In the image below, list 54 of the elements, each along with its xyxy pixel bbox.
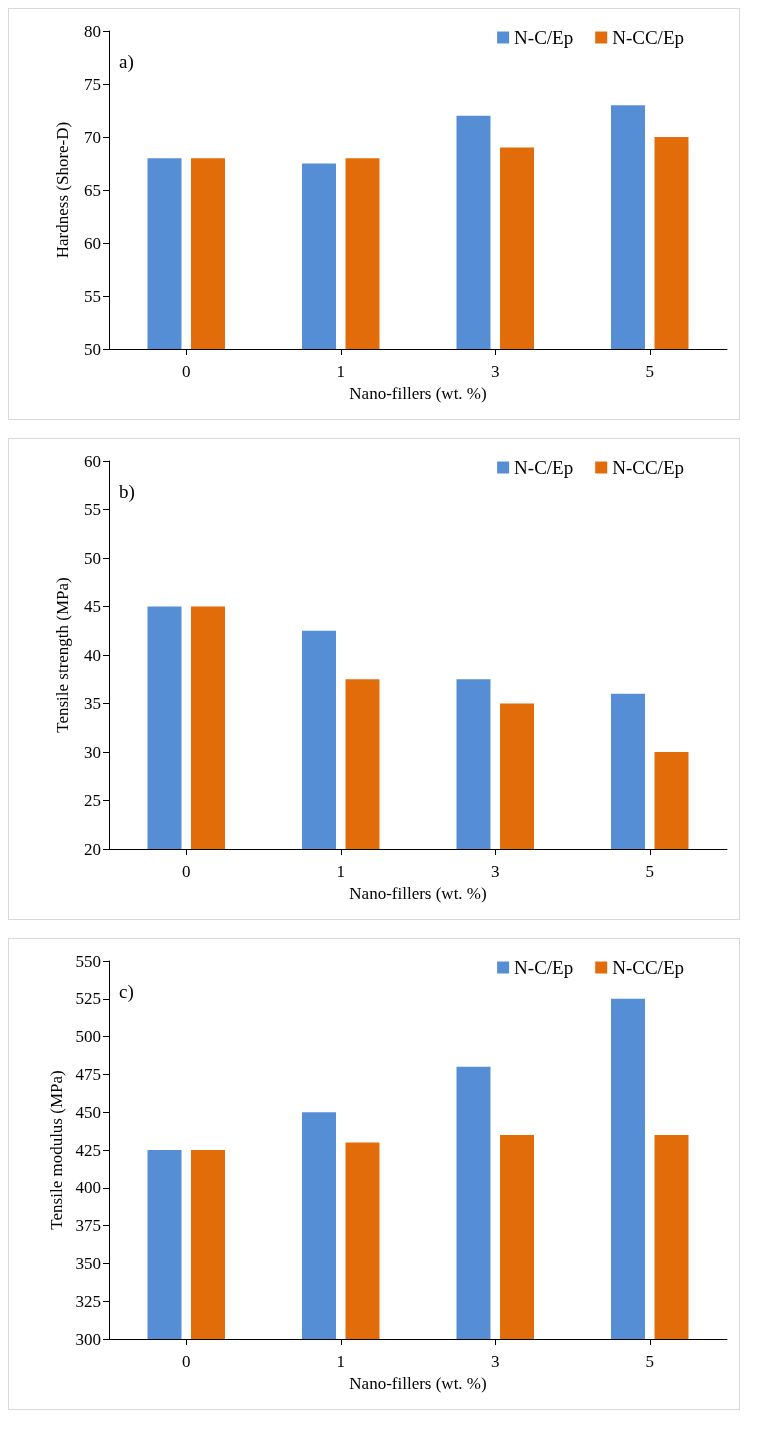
x-axis-title: Nano-fillers (wt. %)	[349, 1374, 487, 1393]
y-tick-label: 45	[84, 597, 101, 616]
y-tick-label: 55	[84, 286, 101, 306]
x-tick-label: 5	[645, 1352, 654, 1371]
x-tick-label: 1	[336, 362, 345, 381]
y-tick-label: 30	[84, 742, 101, 762]
y-axis-title: Tensile strength (MPa)	[53, 577, 72, 733]
text: c)	[119, 981, 134, 1003]
x-tick-label: 0	[182, 362, 191, 381]
x-tick-label: 3	[491, 862, 500, 881]
text: a)	[119, 51, 134, 73]
legend-label: N-CC/Ep	[612, 457, 684, 478]
x-tick-label: 1	[336, 1352, 345, 1371]
y-tick-label: 475	[75, 1064, 101, 1084]
y-tick-label: 80	[84, 21, 101, 41]
y-tick-label: 55	[84, 500, 101, 519]
y-tick-label: 50	[84, 548, 101, 568]
x-tick-label: 3	[491, 1352, 500, 1371]
y-tick-label: 25	[84, 791, 101, 810]
x-axis-title: Nano-fillers (wt. %)	[349, 384, 487, 403]
y-tick-label: 550	[75, 951, 101, 971]
x-tick-label: 0	[182, 1352, 191, 1371]
x-tick-label: 5	[645, 862, 654, 881]
y-tick-label: 350	[75, 1253, 101, 1273]
y-tick-label: 60	[84, 233, 101, 253]
y-tick-label: 20	[84, 839, 101, 859]
x-tick-label: 5	[645, 362, 654, 381]
y-tick-label: 500	[75, 1027, 101, 1047]
y-tick-label: 50	[84, 339, 101, 359]
y-tick-label: 300	[75, 1329, 101, 1349]
legend-label: N-CC/Ep	[612, 27, 684, 48]
y-tick-label: 450	[75, 1102, 101, 1122]
y-tick-label: 375	[75, 1216, 101, 1236]
y-tick-label: 65	[84, 180, 101, 200]
y-tick-label: 75	[84, 74, 101, 94]
text: b)	[119, 481, 135, 503]
y-tick-label: 60	[84, 451, 101, 471]
y-tick-label: 70	[84, 127, 101, 147]
y-tick-label: 40	[84, 645, 101, 665]
x-axis-title: Nano-fillers (wt. %)	[349, 884, 487, 903]
legend-label: N-CC/Ep	[612, 957, 684, 978]
y-axis-title: Tensile modulus (MPa)	[46, 1070, 66, 1230]
y-axis-title: Hardness (Shore-D)	[53, 121, 72, 259]
y-tick-label: 525	[75, 989, 101, 1009]
y-tick-label: 325	[75, 1291, 101, 1311]
x-tick-label: 3	[491, 362, 500, 381]
legend-label: N-C/Ep	[514, 457, 574, 478]
x-tick-label: 1	[336, 862, 345, 881]
legend-label: N-C/Ep	[514, 27, 574, 48]
y-tick-label: 400	[75, 1178, 101, 1198]
legend-label: N-C/Ep	[514, 957, 574, 978]
y-tick-label: 35	[84, 694, 101, 713]
x-tick-label: 0	[182, 862, 191, 881]
y-tick-label: 425	[75, 1140, 101, 1160]
